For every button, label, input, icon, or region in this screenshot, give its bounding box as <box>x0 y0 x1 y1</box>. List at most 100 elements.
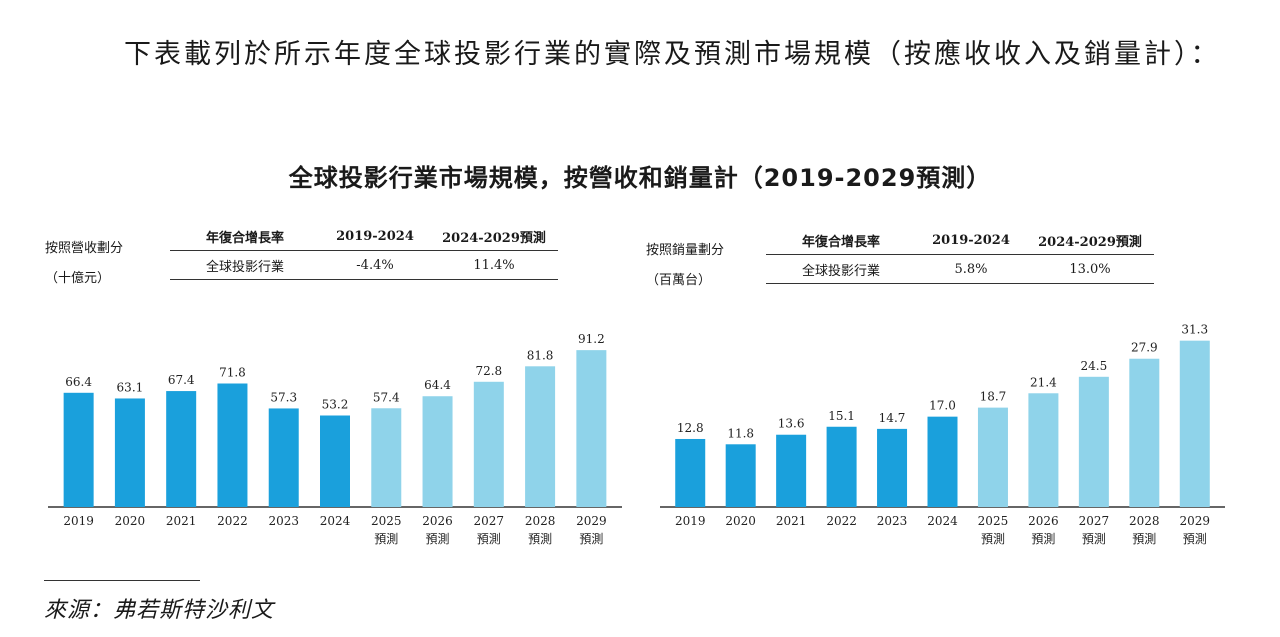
bar-2029 <box>576 350 607 507</box>
value-label-2026: 21.4 <box>1030 375 1057 389</box>
bar-2027 <box>473 381 504 507</box>
right-table-header-cagr: 年復合增長率 <box>801 234 880 250</box>
bar-2026 <box>1028 393 1059 507</box>
tick-label-2022: 2022 <box>826 514 857 528</box>
intro-paragraph: 下表載列於所示年度全球投影行業的實際及預測市場規模（按應收收入及銷量計）： <box>124 39 1221 70</box>
bar-2027 <box>1078 376 1109 507</box>
value-label-2019: 12.8 <box>677 421 704 435</box>
bar-2025 <box>977 407 1008 507</box>
bar-2024 <box>320 415 350 507</box>
right-table-cagr1: 5.8% <box>954 261 988 277</box>
value-label-2027: 72.8 <box>475 364 502 378</box>
right-unit-label: 按照銷量劃分 （百萬台） <box>646 236 724 296</box>
forecast-sublabel-2025: 預測 <box>981 532 1005 546</box>
left-label-line2: （十億元） <box>45 271 111 286</box>
left-unit-label: 按照營收劃分 （十億元） <box>45 234 123 294</box>
source-divider <box>44 580 200 581</box>
bar-2022 <box>826 426 857 507</box>
tick-label-2022: 2022 <box>217 514 248 528</box>
tick-label-2019: 2019 <box>63 514 94 528</box>
left-table-cagr2: 11.4% <box>473 257 515 273</box>
left-table-row-label: 全球投影行業 <box>205 259 284 275</box>
value-label-2028: 27.9 <box>1131 341 1158 355</box>
bar-2025 <box>371 408 402 507</box>
forecast-sublabel-2027: 預測 <box>477 532 501 546</box>
tick-label-2025: 2025 <box>978 514 1009 528</box>
source-note: 來源：弗若斯特沙利文 <box>44 598 275 623</box>
value-label-2028: 81.8 <box>527 348 554 362</box>
value-label-2027: 24.5 <box>1081 359 1108 373</box>
value-label-2020: 63.1 <box>117 380 144 394</box>
tick-label-2021: 2021 <box>776 514 807 528</box>
bar-2021 <box>776 434 807 507</box>
bar-2024 <box>927 416 958 507</box>
bar-2028 <box>1129 358 1160 507</box>
left-table-header-cagr: 年復合增長率 <box>205 230 284 246</box>
tick-label-2026: 2026 <box>1028 514 1059 528</box>
tick-label-2029: 2029 <box>576 514 607 528</box>
bar-2020 <box>725 444 756 507</box>
tick-label-2021: 2021 <box>166 514 197 528</box>
value-label-2023: 57.3 <box>270 390 297 404</box>
forecast-sublabel-2027: 預測 <box>1082 532 1106 546</box>
value-label-2029: 31.3 <box>1181 323 1208 337</box>
revenue-bar-chart: 66.4 2019 63.1 2020 67.4 2021 71.8 2022 57.3 2023… <box>48 332 622 546</box>
value-label-2021: 13.6 <box>778 417 805 431</box>
tick-label-2019: 2019 <box>675 514 706 528</box>
tick-label-2027: 2027 <box>1079 514 1110 528</box>
value-label-2023: 14.7 <box>879 411 906 425</box>
tick-label-2027: 2027 <box>474 514 505 528</box>
forecast-sublabel-2026: 預測 <box>1031 532 1055 546</box>
left-table-cagr1: -4.4% <box>356 257 394 273</box>
tick-label-2024: 2024 <box>927 514 958 528</box>
forecast-sublabel-2029: 預測 <box>579 532 603 546</box>
bar-2026 <box>422 396 453 507</box>
tick-label-2028: 2028 <box>525 514 556 528</box>
value-label-2026: 64.4 <box>424 378 451 392</box>
left-table-header-period1: 2019-2024 <box>336 228 414 244</box>
right-label-line2: （百萬台） <box>646 273 712 288</box>
left-label-line1: 按照營收劃分 <box>45 241 124 256</box>
value-label-2025: 18.7 <box>980 390 1007 404</box>
right-table-header-period1: 2019-2024 <box>932 232 1010 248</box>
bar-2023 <box>268 408 299 507</box>
forecast-sublabel-2025: 預測 <box>374 532 398 546</box>
forecast-sublabel-2029: 預測 <box>1183 532 1207 546</box>
forecast-sublabel-2026: 預測 <box>426 532 450 546</box>
value-label-2019: 66.4 <box>65 375 92 389</box>
tick-label-2020: 2020 <box>115 514 146 528</box>
tick-label-2024: 2024 <box>320 514 351 528</box>
tick-label-2029: 2029 <box>1179 514 1210 528</box>
bar-2020 <box>114 398 145 507</box>
tick-label-2020: 2020 <box>725 514 756 528</box>
value-label-2021: 67.4 <box>168 373 195 387</box>
bar-2019 <box>675 438 706 507</box>
bar-2028 <box>525 366 556 507</box>
value-label-2024: 53.2 <box>322 397 349 411</box>
bar-2022 <box>217 383 248 507</box>
bar-2019 <box>63 392 94 507</box>
right-cagr-table: 年復合增長率 2019-2024 2024-2029預測 全球投影行業 5.8%… <box>766 226 1154 284</box>
forecast-sublabel-2028: 預測 <box>528 532 552 546</box>
forecast-sublabel-2028: 預測 <box>1132 532 1156 546</box>
right-table-row-label: 全球投影行業 <box>801 263 880 279</box>
left-table-header-period2: 2024-2029預測 <box>442 230 546 246</box>
bar-2029 <box>1179 340 1210 507</box>
tick-label-2023: 2023 <box>877 514 908 528</box>
tick-label-2025: 2025 <box>371 514 402 528</box>
value-label-2022: 71.8 <box>219 366 246 380</box>
right-label-line1: 按照銷量劃分 <box>646 243 725 258</box>
right-table-cagr2: 13.0% <box>1069 261 1111 277</box>
value-label-2029: 91.2 <box>578 332 605 346</box>
tick-label-2026: 2026 <box>422 514 453 528</box>
chart-title: 全球投影行業市場規模，按營收和銷量計（2019-2029預測） <box>288 164 992 192</box>
volume-bar-chart: 12.8 2019 11.8 2020 13.6 2021 15.1 2022 14.7 2023… <box>660 323 1225 546</box>
value-label-2020: 11.8 <box>727 426 754 440</box>
value-label-2022: 15.1 <box>828 409 855 423</box>
bar-2023 <box>877 428 908 507</box>
left-cagr-table: 年復合增長率 2019-2024 2024-2029預測 全球投影行業 -4.4… <box>170 222 558 280</box>
value-label-2025: 57.4 <box>373 390 400 404</box>
bar-2021 <box>166 391 197 507</box>
right-table-header-period2: 2024-2029預測 <box>1038 234 1142 250</box>
tick-label-2023: 2023 <box>268 514 299 528</box>
